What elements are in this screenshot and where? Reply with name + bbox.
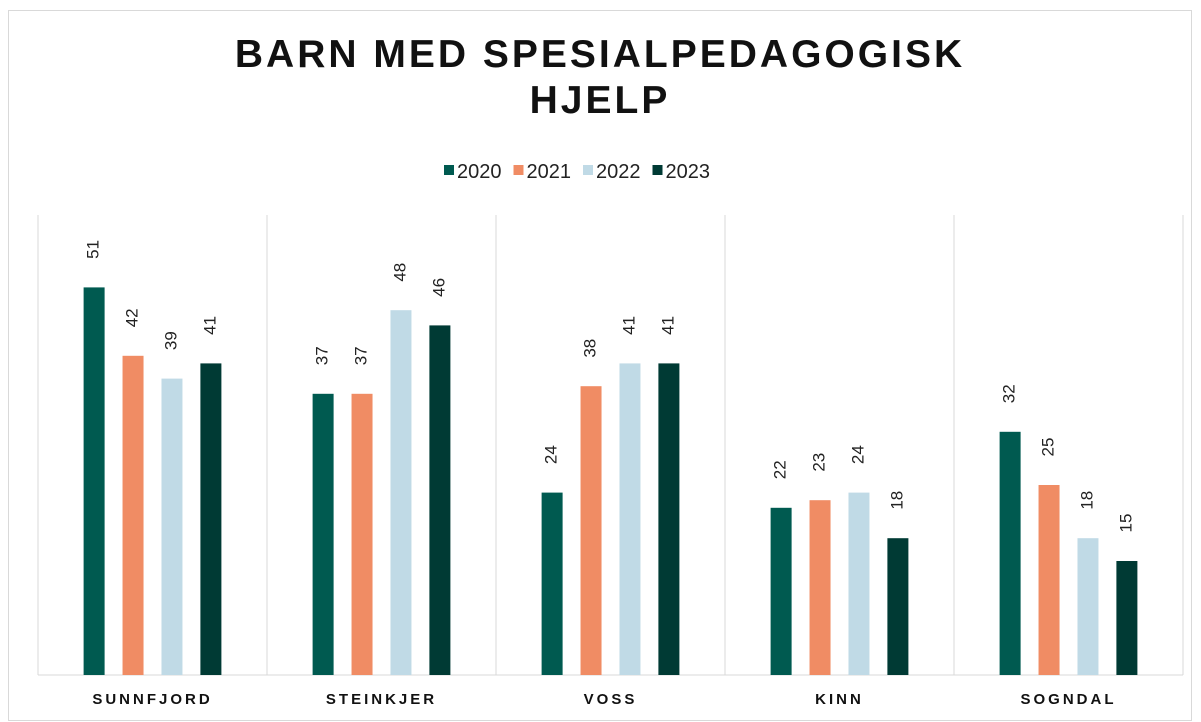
x-tick-label: SOGNDAL [1021,691,1117,708]
data-label: 46 [429,278,448,297]
bar [580,386,602,675]
data-label: 37 [313,346,332,365]
legend-swatch [652,165,663,175]
data-label: 51 [84,240,103,259]
bar [658,363,680,675]
data-label: 24 [542,445,561,464]
data-label: 48 [390,263,409,282]
legend-label: 2023 [666,161,711,183]
chart-frame [8,10,1192,721]
bar [619,363,641,675]
bar [848,492,870,675]
data-label: 22 [771,460,790,479]
data-label: 24 [848,445,867,464]
legend-swatch [583,165,593,175]
legend-label: 2022 [596,161,641,183]
data-label: 18 [887,491,906,510]
legend-label: 2020 [457,161,502,183]
data-label: 39 [161,331,180,350]
bar [312,393,334,675]
bar [200,363,222,675]
bar [541,492,563,675]
data-label: 41 [619,316,638,335]
data-label: 37 [352,346,371,365]
bar [809,500,831,675]
bar [1038,485,1060,675]
bar [429,325,451,675]
chart-title: BARN MED SPESIALPEDAGOGISK HJELP [234,33,966,122]
bar [122,355,144,675]
legend-label: 2021 [527,161,572,183]
data-label: 32 [1000,384,1019,403]
x-tick-label: STEINKJER [326,691,437,708]
x-tick-label: SUNNFJORD [92,691,212,708]
legend-swatch [513,165,524,175]
bar [999,431,1021,675]
bar [1077,538,1099,675]
bar [83,287,105,675]
data-label: 38 [581,339,600,358]
data-label: 25 [1039,438,1058,457]
bar [1116,561,1138,675]
bar [161,378,183,675]
data-label: 15 [1116,514,1135,533]
bar [390,310,412,675]
bar [351,393,373,675]
x-tick-label: KINN [815,691,864,708]
data-label: 41 [658,316,677,335]
data-label: 23 [810,453,829,472]
legend: 2020 2021 2022 2023 [444,161,710,183]
x-tick-label: VOSS [584,691,638,708]
bar [887,538,909,675]
bar [770,507,792,675]
data-label: 18 [1077,491,1096,510]
data-label: 41 [200,316,219,335]
data-label: 42 [123,308,142,327]
legend-swatch [444,165,454,175]
